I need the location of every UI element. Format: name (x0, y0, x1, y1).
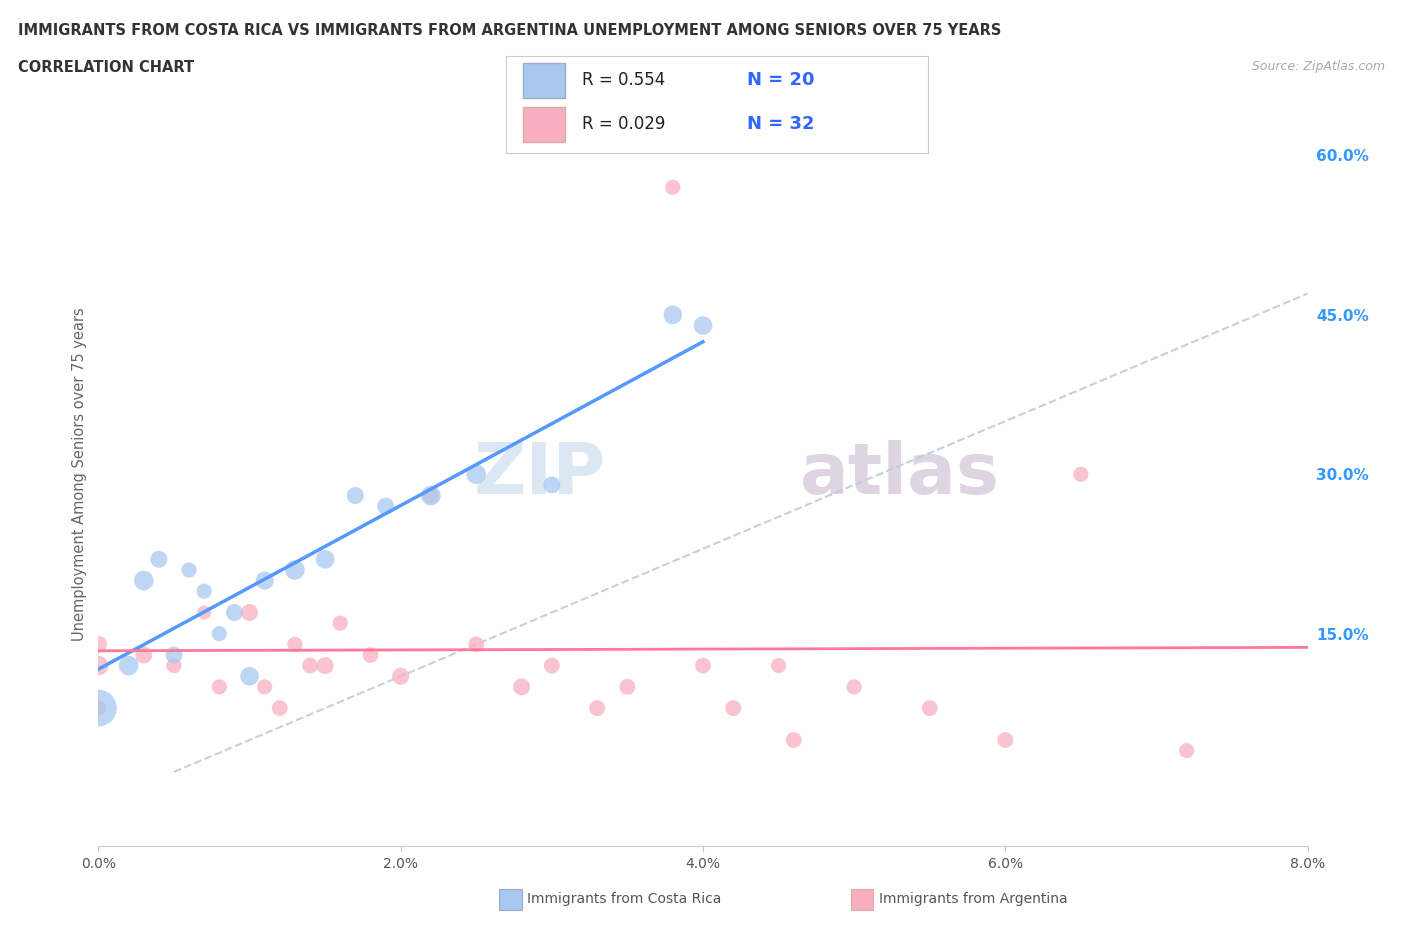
Point (1070, 467, 1092, 482)
Text: Immigrants from Argentina: Immigrants from Argentina (879, 892, 1067, 907)
Point (389, 669, 412, 684)
Point (118, 658, 141, 673)
Point (420, 488, 443, 503)
Point (374, 498, 396, 513)
Y-axis label: Unemployment Among Seniors over 75 years: Unemployment Among Seniors over 75 years (72, 308, 87, 641)
Point (269, 700, 291, 715)
Text: CORRELATION CHART: CORRELATION CHART (18, 60, 194, 75)
Point (662, 179, 685, 194)
Point (148, 551, 170, 566)
Point (193, 584, 215, 599)
Point (314, 551, 336, 566)
Point (87, 658, 110, 673)
Point (253, 573, 276, 588)
Point (783, 733, 806, 748)
Point (510, 680, 533, 695)
Bar (523, 107, 565, 141)
Text: R = 0.554: R = 0.554 (582, 71, 665, 88)
Point (918, 700, 941, 715)
Point (723, 700, 745, 715)
Point (344, 488, 367, 503)
Point (163, 658, 186, 673)
Point (465, 467, 488, 482)
Point (360, 647, 382, 662)
Point (163, 647, 186, 662)
Point (224, 605, 246, 620)
Text: Source: ZipAtlas.com: Source: ZipAtlas.com (1251, 60, 1385, 73)
Point (1175, 743, 1198, 758)
Point (541, 477, 564, 492)
Point (179, 563, 201, 578)
Point (662, 308, 685, 323)
Point (193, 605, 215, 620)
Point (465, 637, 488, 652)
Point (208, 626, 231, 641)
Point (844, 680, 866, 695)
Text: atlas: atlas (800, 440, 1000, 509)
Point (284, 637, 307, 652)
Text: N = 32: N = 32 (747, 114, 814, 133)
Text: Immigrants from Costa Rica: Immigrants from Costa Rica (527, 892, 721, 907)
Point (616, 680, 638, 695)
Point (299, 658, 322, 673)
Point (420, 488, 443, 503)
Text: IMMIGRANTS FROM COSTA RICA VS IMMIGRANTS FROM ARGENTINA UNEMPLOYMENT AMONG SENIO: IMMIGRANTS FROM COSTA RICA VS IMMIGRANTS… (18, 23, 1001, 38)
Point (132, 647, 155, 662)
Point (87, 700, 110, 715)
Point (541, 658, 564, 673)
Point (239, 605, 262, 620)
Point (692, 658, 714, 673)
Point (284, 563, 307, 578)
Text: N = 20: N = 20 (747, 71, 814, 88)
Text: ZIP: ZIP (474, 440, 606, 509)
Point (87, 700, 110, 715)
Point (253, 680, 276, 695)
Point (994, 733, 1017, 748)
Point (132, 573, 155, 588)
Point (208, 680, 231, 695)
Point (314, 658, 336, 673)
Point (239, 669, 262, 684)
Bar (523, 62, 565, 98)
Point (692, 318, 714, 333)
Text: R = 0.029: R = 0.029 (582, 114, 665, 133)
Point (768, 658, 790, 673)
Point (329, 616, 352, 631)
Point (586, 700, 609, 715)
Point (87, 637, 110, 652)
